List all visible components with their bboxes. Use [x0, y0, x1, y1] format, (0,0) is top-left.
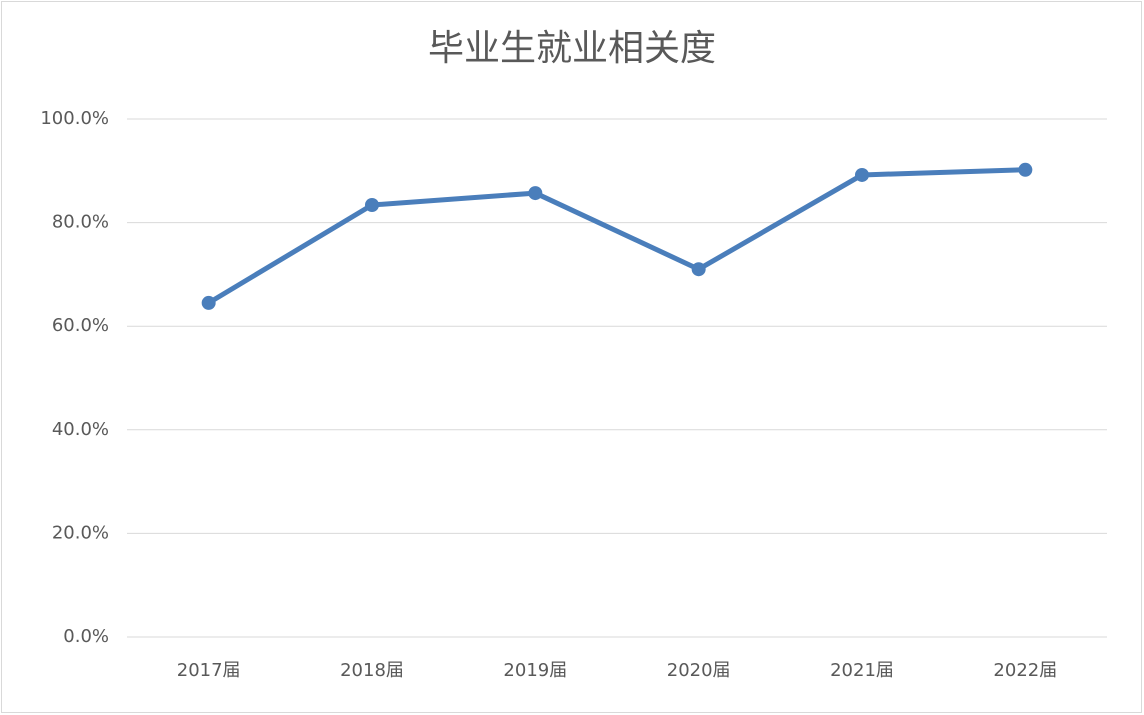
point	[528, 186, 543, 201]
x-tick-label: 2017届	[177, 660, 241, 681]
x-tick-label: 2019届	[503, 660, 567, 681]
y-tick-label: 0.0%	[63, 626, 109, 647]
y-tick-label: 40.0%	[52, 419, 109, 440]
y-tick-label: 20.0%	[52, 522, 109, 543]
x-tick-label: 2021届	[830, 660, 894, 681]
x-tick-label: 2018届	[340, 660, 404, 681]
line	[207, 167, 1026, 306]
point	[691, 262, 706, 277]
point	[855, 167, 869, 182]
x-tick-label: 2022届	[993, 660, 1057, 681]
chart-title: 毕业生就业相关度	[428, 28, 716, 69]
point	[1018, 162, 1033, 177]
y-tick-label: 80.0%	[52, 212, 109, 233]
point	[201, 295, 216, 310]
y-tick-label: 60.0%	[52, 315, 109, 336]
y-tick-label: 100.0%	[40, 108, 109, 129]
point	[365, 197, 379, 212]
x-tick-label: 2020届	[667, 660, 731, 681]
